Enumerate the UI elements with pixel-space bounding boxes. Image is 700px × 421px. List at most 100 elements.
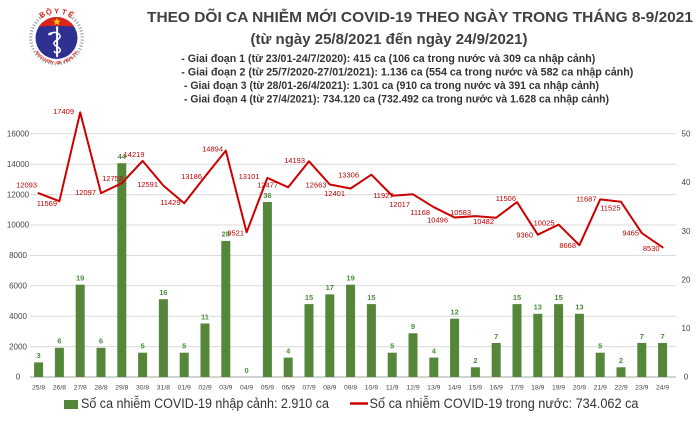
svg-text:10/9: 10/9 bbox=[365, 385, 378, 392]
svg-text:19: 19 bbox=[76, 274, 84, 283]
svg-text:15: 15 bbox=[305, 293, 313, 302]
svg-text:19/9: 19/9 bbox=[552, 385, 565, 392]
svg-text:Số ca nhiễm COVID-19 nhập cảnh: Số ca nhiễm COVID-19 nhập cảnh: 2.910 ca bbox=[81, 396, 329, 411]
svg-text:18/9: 18/9 bbox=[531, 385, 544, 392]
svg-text:01/9: 01/9 bbox=[178, 385, 191, 392]
svg-text:13: 13 bbox=[534, 303, 542, 312]
svg-text:08/9: 08/9 bbox=[323, 385, 336, 392]
svg-text:9465: 9465 bbox=[622, 228, 639, 237]
svg-text:11525: 11525 bbox=[600, 204, 620, 213]
svg-text:8668: 8668 bbox=[559, 241, 576, 250]
svg-text:6000: 6000 bbox=[9, 282, 27, 291]
svg-text:21/9: 21/9 bbox=[594, 385, 607, 392]
svg-text:(từ ngày 25/8/2021 đến ngày 24: (từ ngày 25/8/2021 đến ngày 24/9/2021) bbox=[251, 31, 528, 48]
svg-text:13: 13 bbox=[575, 303, 583, 312]
svg-text:10: 10 bbox=[682, 324, 691, 333]
svg-text:Y: Y bbox=[54, 7, 59, 16]
svg-text:06/9: 06/9 bbox=[282, 385, 295, 392]
svg-text:10000: 10000 bbox=[7, 221, 30, 230]
svg-text:24/9: 24/9 bbox=[656, 385, 669, 392]
svg-text:9: 9 bbox=[411, 322, 415, 331]
svg-text:17409: 17409 bbox=[53, 107, 74, 116]
svg-text:19: 19 bbox=[346, 274, 354, 283]
svg-text:15/9: 15/9 bbox=[469, 385, 482, 392]
svg-text:20/9: 20/9 bbox=[573, 385, 586, 392]
svg-text:09/8: 09/8 bbox=[344, 385, 357, 392]
svg-text:13186: 13186 bbox=[181, 172, 202, 181]
svg-text:THEO DÕI CA NHIỄM MỚI COVID-19: THEO DÕI CA NHIỄM MỚI COVID-19 THEO NGÀY… bbox=[147, 8, 693, 26]
svg-text:- Giai đoạn 2 (từ 25/7/2020-27: - Giai đoạn 2 (từ 25/7/2020-27/01/2021):… bbox=[181, 66, 633, 78]
svg-text:13/9: 13/9 bbox=[427, 385, 440, 392]
svg-text:14000: 14000 bbox=[7, 160, 30, 169]
svg-text:50: 50 bbox=[682, 130, 691, 139]
svg-text:15: 15 bbox=[554, 293, 562, 302]
svg-text:11/9: 11/9 bbox=[386, 385, 399, 392]
svg-text:9521: 9521 bbox=[227, 229, 244, 238]
svg-text:28/8: 28/8 bbox=[94, 385, 107, 392]
svg-text:5: 5 bbox=[390, 342, 394, 351]
svg-text:12093: 12093 bbox=[16, 181, 37, 190]
svg-text:- Giai đoạn 3 (từ 28/01-26/4/2: - Giai đoạn 3 (từ 28/01-26/4/2021): 1.30… bbox=[184, 80, 599, 92]
svg-text:- Giai đoạn 1 (từ 23/01-24/7/2: - Giai đoạn 1 (từ 23/01-24/7/2020): 415 … bbox=[181, 53, 595, 65]
svg-text:2: 2 bbox=[473, 356, 477, 365]
svg-text:10025: 10025 bbox=[534, 219, 555, 228]
svg-text:2000: 2000 bbox=[9, 342, 27, 351]
svg-text:2: 2 bbox=[619, 356, 623, 365]
svg-text:- Giai đoạn 4 (từ 27/4/2021):: - Giai đoạn 4 (từ 27/4/2021): 734.120 ca… bbox=[184, 93, 609, 105]
svg-text:12401: 12401 bbox=[324, 189, 345, 198]
svg-text:40: 40 bbox=[682, 178, 691, 187]
svg-text:0: 0 bbox=[16, 373, 21, 382]
svg-text:11927: 11927 bbox=[373, 191, 393, 200]
svg-text:12017: 12017 bbox=[389, 200, 410, 209]
svg-text:31/8: 31/8 bbox=[157, 385, 170, 392]
svg-text:07/9: 07/9 bbox=[302, 385, 315, 392]
svg-text:11687: 11687 bbox=[576, 195, 596, 204]
svg-text:15: 15 bbox=[513, 293, 521, 302]
svg-text:30: 30 bbox=[682, 227, 691, 236]
svg-text:6: 6 bbox=[99, 337, 103, 346]
svg-text:12477: 12477 bbox=[257, 181, 278, 190]
svg-text:30/8: 30/8 bbox=[136, 385, 149, 392]
svg-text:05/9: 05/9 bbox=[261, 385, 274, 392]
svg-text:7: 7 bbox=[494, 332, 498, 341]
svg-text:Số ca nhiễm COVID-19 trong nướ: Số ca nhiễm COVID-19 trong nước: 734.062… bbox=[370, 396, 639, 411]
svg-text:12591: 12591 bbox=[137, 180, 158, 189]
svg-text:10482: 10482 bbox=[473, 217, 494, 226]
svg-text:11: 11 bbox=[201, 312, 209, 321]
svg-text:27/8: 27/8 bbox=[74, 385, 87, 392]
svg-text:15: 15 bbox=[367, 293, 375, 302]
svg-text:0: 0 bbox=[684, 373, 689, 382]
svg-text:3: 3 bbox=[37, 351, 41, 360]
svg-text:8530: 8530 bbox=[643, 244, 660, 253]
svg-text:12752: 12752 bbox=[102, 174, 123, 183]
svg-text:14/9: 14/9 bbox=[448, 385, 461, 392]
svg-text:17/9: 17/9 bbox=[510, 385, 523, 392]
svg-text:04/9: 04/9 bbox=[240, 385, 253, 392]
svg-text:14894: 14894 bbox=[202, 145, 223, 154]
svg-text:11429: 11429 bbox=[160, 198, 180, 207]
svg-text:26/8: 26/8 bbox=[53, 385, 66, 392]
svg-text:23/9: 23/9 bbox=[635, 385, 648, 392]
svg-text:02/9: 02/9 bbox=[198, 385, 211, 392]
svg-text:16000: 16000 bbox=[7, 130, 30, 139]
svg-text:11506: 11506 bbox=[496, 194, 516, 203]
svg-text:5: 5 bbox=[141, 342, 145, 351]
svg-text:7: 7 bbox=[661, 332, 665, 341]
svg-text:5: 5 bbox=[182, 342, 186, 351]
svg-text:14193: 14193 bbox=[284, 156, 305, 165]
svg-text:10583: 10583 bbox=[450, 208, 471, 217]
svg-text:12000: 12000 bbox=[7, 190, 30, 199]
svg-text:5: 5 bbox=[598, 342, 602, 351]
svg-text:36: 36 bbox=[263, 191, 271, 200]
svg-text:16: 16 bbox=[159, 288, 167, 297]
svg-text:12: 12 bbox=[450, 308, 458, 317]
svg-text:6: 6 bbox=[57, 337, 61, 346]
svg-text:4000: 4000 bbox=[9, 312, 27, 321]
svg-text:25/8: 25/8 bbox=[32, 385, 45, 392]
svg-text:03/9: 03/9 bbox=[219, 385, 232, 392]
svg-text:22/9: 22/9 bbox=[614, 385, 627, 392]
svg-text:29/8: 29/8 bbox=[115, 385, 128, 392]
svg-text:17: 17 bbox=[326, 283, 334, 292]
svg-text:12/9: 12/9 bbox=[406, 385, 419, 392]
svg-text:11569: 11569 bbox=[37, 199, 57, 208]
